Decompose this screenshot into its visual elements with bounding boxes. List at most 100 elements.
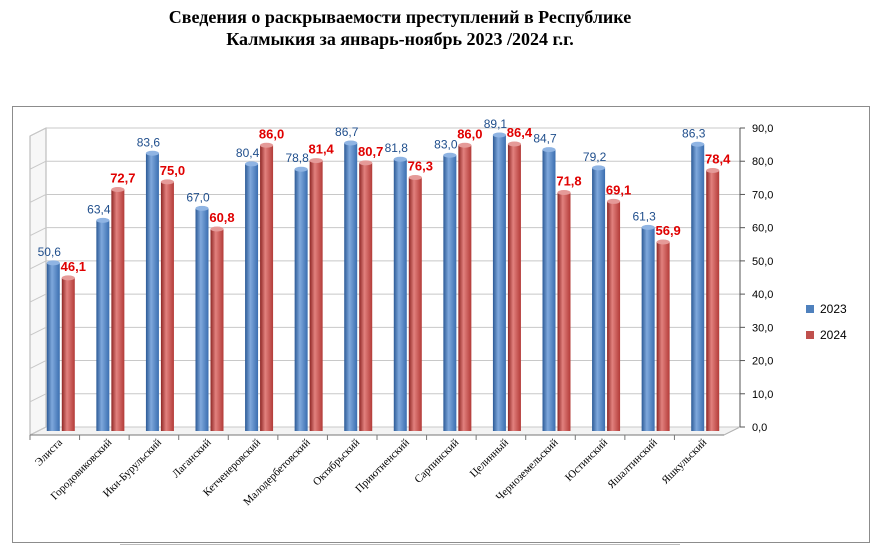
chart-side-wall	[29, 127, 47, 436]
bar-top-2023	[691, 141, 705, 147]
bar-2024	[160, 181, 174, 431]
bar-2024	[458, 145, 472, 432]
data-label-2023: 86,7	[335, 125, 359, 139]
bar-2024	[260, 145, 274, 432]
gridline-side	[29, 160, 47, 170]
data-label-2024: 69,1	[606, 182, 631, 197]
category-label: Сарпинский	[412, 437, 461, 486]
data-label-2023: 86,3	[682, 126, 706, 140]
bar-top-2024	[111, 186, 125, 192]
legend-swatch-2023	[806, 305, 814, 313]
data-label-2024: 80,7	[358, 144, 383, 159]
y-tick-label: 10,0	[752, 389, 773, 401]
gridline-side	[29, 426, 47, 436]
chart-title-line2: Калмыкия за январь-ноябрь 2023 /2024 г.г…	[226, 29, 574, 49]
gridline-side	[29, 360, 47, 370]
y-tick-label: 90,0	[752, 123, 773, 135]
bar-2023	[195, 208, 209, 431]
bar-top-2023	[46, 260, 60, 266]
bar-2024	[210, 229, 224, 431]
category-label: Приютненский	[353, 437, 412, 496]
data-label-2023: 80,4	[236, 146, 260, 160]
category-label: Элиста	[33, 437, 65, 469]
bar-2024	[359, 162, 373, 431]
bar-2023	[691, 144, 705, 431]
data-label-2023: 83,0	[434, 137, 458, 151]
category-label: Октябрьский	[311, 437, 363, 489]
y-tick-label: 30,0	[752, 322, 773, 334]
bar-top-2023	[344, 140, 358, 146]
bar-top-2023	[393, 156, 407, 162]
bar-2023	[393, 159, 407, 431]
bar-top-2024	[557, 189, 571, 195]
bar-top-2024	[458, 142, 472, 148]
legend-label-2024: 2024	[820, 328, 847, 342]
data-label-2023: 79,2	[583, 150, 607, 164]
bar-top-2023	[145, 150, 159, 156]
data-label-2024: 60,8	[209, 210, 234, 225]
bar-top-2023	[492, 132, 506, 138]
y-tick-label: 70,0	[752, 189, 773, 201]
bar-top-2023	[443, 152, 457, 158]
data-label-2024: 72,7	[110, 170, 135, 185]
bar-top-2023	[542, 147, 556, 153]
bar-2023	[294, 169, 308, 431]
bar-2023	[443, 155, 457, 431]
data-label-2023: 61,3	[632, 209, 656, 223]
data-label-2023: 67,0	[186, 190, 210, 204]
category-label: Лаганский	[170, 437, 214, 481]
data-label-2023: 81,8	[385, 141, 409, 155]
y-tick-label: 20,0	[752, 356, 773, 368]
bar-2023	[344, 142, 358, 432]
bar-2023	[542, 149, 556, 431]
bar-2024	[706, 170, 720, 431]
data-label-2024: 78,4	[705, 152, 731, 167]
gridline-side	[29, 227, 47, 237]
legend-label-2023: 2023	[820, 302, 847, 316]
gridline-side	[29, 293, 47, 303]
data-label-2023: 84,7	[533, 132, 557, 146]
category-label: Юстинский	[563, 437, 610, 484]
category-label: Целинный	[468, 437, 511, 480]
data-label-2024: 86,0	[457, 126, 482, 141]
category-label: Яшкульский	[659, 437, 709, 487]
legend-swatch-2024	[806, 331, 814, 339]
bar-2023	[46, 262, 60, 431]
data-label-2023: 50,6	[38, 245, 62, 259]
bar-top-2024	[408, 175, 422, 181]
category-label: Яшалтинский	[605, 437, 659, 491]
bar-2024	[507, 143, 521, 431]
bar-top-2023	[592, 165, 606, 171]
bar-top-2023	[294, 166, 308, 172]
bar-2023	[592, 167, 606, 431]
gridline-side	[29, 326, 47, 336]
bar-2023	[641, 227, 655, 431]
bar-top-2023	[195, 205, 209, 211]
bar-top-2024	[607, 198, 621, 204]
data-label-2024: 76,3	[408, 159, 433, 174]
data-label-2024: 46,1	[61, 259, 86, 274]
bar-2023	[245, 163, 259, 432]
bar-2023	[492, 134, 506, 432]
bar-top-2024	[210, 226, 224, 232]
data-label-2024: 86,0	[259, 126, 284, 141]
data-label-2024: 81,4	[308, 142, 334, 157]
bottom-divider	[120, 544, 680, 549]
y-tick-label: 0,0	[752, 422, 767, 434]
data-label-2024: 71,8	[556, 173, 581, 188]
y-tick-label: 40,0	[752, 289, 773, 301]
data-label-2024: 75,0	[160, 163, 185, 178]
bar-top-2024	[706, 168, 720, 174]
gridline-side	[29, 193, 47, 203]
bar-top-2023	[641, 224, 655, 230]
bar-2023	[145, 153, 159, 432]
y-tick-label: 60,0	[752, 223, 773, 235]
gridline-side	[29, 260, 47, 270]
chart-title: Сведения о раскрываемости преступлений в…	[0, 6, 800, 50]
bar-2023	[96, 220, 110, 431]
bar-top-2024	[160, 179, 174, 185]
data-label-2024: 86,4	[507, 125, 533, 140]
bar-top-2024	[656, 239, 670, 245]
bar-top-2023	[245, 161, 259, 167]
